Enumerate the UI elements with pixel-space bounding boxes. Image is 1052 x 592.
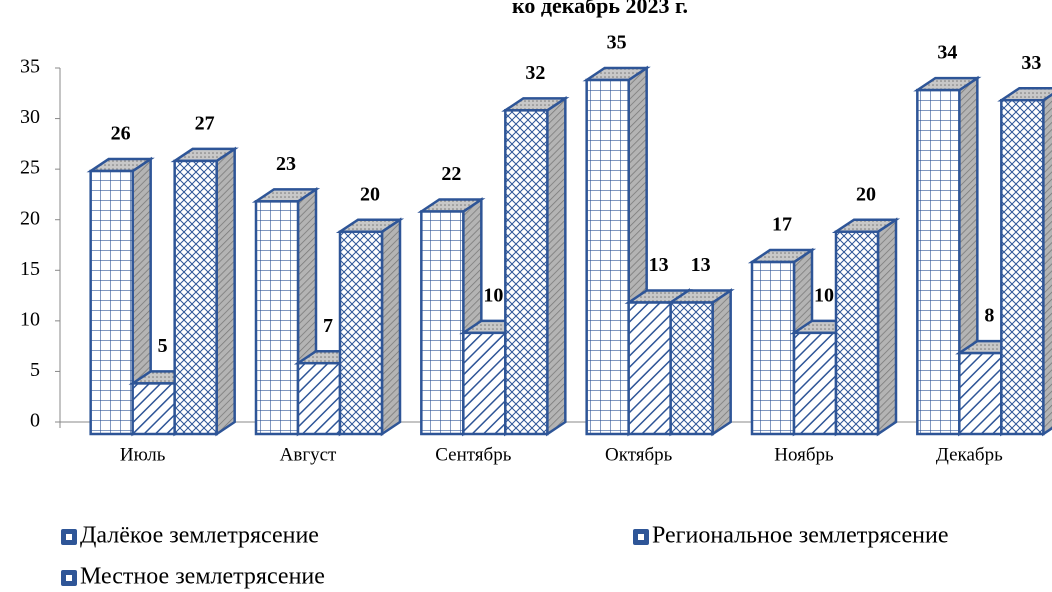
bar-front <box>131 382 176 436</box>
y-tick-label: 5 <box>30 359 40 381</box>
legend-swatch-inner <box>638 534 644 540</box>
data-label: 13 <box>691 254 711 276</box>
data-label: 5 <box>158 335 168 357</box>
data-label: 20 <box>856 183 876 205</box>
data-label: 32 <box>525 62 545 84</box>
bar <box>170 146 239 437</box>
x-tick-label: Август <box>280 444 337 465</box>
x-tick-label: Сентябрь <box>435 444 511 465</box>
bar-front <box>420 210 465 436</box>
data-label: 23 <box>276 153 296 175</box>
x-tick-label: Июль <box>120 444 166 465</box>
y-tick-label: 0 <box>30 410 40 432</box>
bar-front <box>916 88 961 436</box>
bar <box>335 217 405 437</box>
x-tick-label: Октябрь <box>605 444 673 465</box>
legend-label: Региональное землетрясение <box>652 523 949 549</box>
bar-side <box>711 288 732 437</box>
bar <box>501 96 570 437</box>
data-label: 10 <box>483 284 503 306</box>
bar-front <box>585 78 630 436</box>
bar-front <box>669 301 714 436</box>
data-label: 27 <box>195 113 215 135</box>
y-tick-label: 20 <box>20 207 40 229</box>
data-label: 20 <box>360 183 380 205</box>
data-label: 26 <box>111 123 131 145</box>
data-label: 17 <box>772 214 792 236</box>
bar-front <box>338 230 384 436</box>
bar-side <box>546 96 567 437</box>
bar-side <box>380 217 402 437</box>
bar-side <box>876 217 898 437</box>
bar <box>913 75 982 437</box>
bar <box>666 288 735 437</box>
bar-front <box>750 260 796 436</box>
bar-front <box>792 331 838 436</box>
bar-front <box>958 351 1003 436</box>
bar-side <box>215 146 236 437</box>
x-tick-label: Ноябрь <box>774 444 834 465</box>
data-label: 8 <box>984 305 994 327</box>
bar-front <box>627 301 672 436</box>
bar-front <box>254 200 300 436</box>
y-tick-label: 30 <box>20 106 40 128</box>
bar-front <box>173 159 218 436</box>
bar <box>831 217 901 437</box>
bar-side <box>1042 92 1052 437</box>
legend-swatch-inner <box>66 575 72 581</box>
legend-label: Далёкое землетрясение <box>80 523 319 549</box>
chart-title: ко декабрь 2023 г. <box>512 0 688 18</box>
y-tick-label: 25 <box>20 157 40 179</box>
bar-front <box>834 230 880 436</box>
bar <box>997 86 1052 437</box>
bar-front <box>89 169 134 436</box>
bar-front <box>1000 98 1045 436</box>
data-label: 35 <box>607 32 627 54</box>
bar <box>86 156 155 437</box>
bar-top <box>997 86 1052 102</box>
data-label: 33 <box>1021 52 1041 74</box>
x-tick-label: Декабрь <box>936 444 1003 465</box>
y-tick-label: 15 <box>20 258 40 280</box>
data-label: 13 <box>649 254 669 276</box>
bar-front <box>462 331 507 436</box>
data-label: 7 <box>323 315 333 337</box>
legend-label: Местное землетрясение <box>80 564 325 590</box>
bar-front <box>504 109 549 436</box>
y-tick-label: 10 <box>20 308 40 330</box>
bar-front <box>296 361 342 436</box>
data-label: 22 <box>441 163 461 185</box>
legend-swatch-inner <box>66 534 72 540</box>
data-label: 34 <box>937 42 957 64</box>
data-label: 10 <box>814 284 834 306</box>
y-tick-label: 35 <box>20 56 40 78</box>
